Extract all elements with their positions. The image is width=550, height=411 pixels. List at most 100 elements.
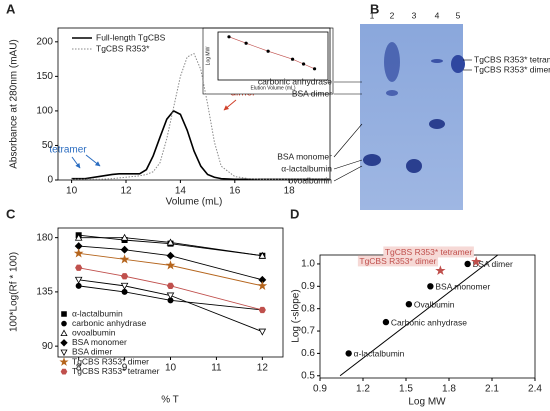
- y-tick-label: 0: [47, 175, 53, 186]
- marker: [120, 233, 129, 241]
- marker: [435, 265, 446, 276]
- x-tick-label: 1.8: [442, 384, 456, 395]
- legend-swatch: [61, 311, 67, 317]
- band: [386, 90, 398, 96]
- marker-label: ovoalbumin: [289, 175, 333, 185]
- legend-swatch: [61, 320, 67, 327]
- point-label: Carbonic anhydrase: [391, 317, 467, 327]
- series-line: [71, 109, 330, 181]
- x-axis-title: Volume (mL): [166, 197, 223, 208]
- legend-label: ovoalbumin: [72, 327, 116, 337]
- point: [312, 67, 317, 71]
- legend-swatch: [60, 339, 68, 347]
- x-axis-title: Elution Volume (mL): [250, 85, 295, 91]
- band-label: TgCBS R353* dimer: [474, 64, 550, 74]
- series-line: [78, 285, 263, 311]
- y-tick-label: 135: [36, 287, 53, 298]
- series-line: [78, 279, 263, 333]
- marker-label: BSA dimer: [292, 88, 332, 98]
- point: [227, 35, 231, 39]
- band: [406, 159, 422, 173]
- panel-letter: A: [6, 1, 16, 16]
- x-tick-label: 14: [175, 186, 187, 197]
- series-line: [78, 267, 263, 311]
- marker: [167, 297, 174, 304]
- legend-swatch: [60, 349, 68, 357]
- marker: [258, 306, 266, 314]
- marker-label: BSA monomer: [277, 151, 332, 161]
- label-box: [357, 255, 439, 267]
- marker: [405, 301, 413, 308]
- point-label: α-lactalbumin: [354, 349, 405, 359]
- legend-label: carbonic anhydrase: [72, 318, 146, 328]
- band: [431, 59, 443, 63]
- x-axis-title: Log MW: [408, 397, 446, 408]
- y-axis-title: Log MW: [205, 46, 211, 65]
- x-tick-label: 2.1: [485, 384, 499, 395]
- band: [384, 42, 400, 82]
- legend-swatch: [60, 368, 68, 375]
- legend-label: BSA monomer: [72, 337, 127, 347]
- band: [363, 154, 381, 166]
- inset-box: [202, 27, 334, 95]
- legend-label: Full-length TgCBS: [96, 32, 166, 42]
- x-tick-label: 1.5: [399, 384, 413, 395]
- marker: [166, 292, 175, 300]
- y-tick-label: 0.8: [301, 303, 315, 314]
- legend-label: TgCBS R353*: [96, 43, 150, 53]
- plot-frame: [217, 31, 329, 81]
- point-label: BSA dimer: [473, 259, 513, 269]
- series-line: [78, 245, 263, 281]
- y-tick-label: 0.9: [301, 281, 315, 292]
- marker: [166, 282, 175, 289]
- fit-line: [339, 254, 499, 377]
- marker: [257, 280, 268, 291]
- y-tick-label: 100: [36, 106, 53, 117]
- point-label: TgCBS R353* tetramer: [385, 247, 473, 257]
- x-tick-label: 9: [122, 363, 128, 374]
- panel-letter: B: [370, 1, 379, 16]
- annotation: tetramer: [49, 145, 87, 156]
- gel: [360, 24, 465, 210]
- gel-image: [360, 24, 463, 210]
- x-tick-label: 18: [284, 186, 296, 197]
- leader: [333, 159, 363, 170]
- series-line: [71, 52, 330, 180]
- band: [451, 55, 465, 73]
- marker: [382, 318, 390, 326]
- point: [244, 41, 248, 45]
- legend-label: TgCBS R353* dimer: [72, 356, 149, 366]
- y-tick-label: 180: [36, 232, 53, 243]
- band-label: TgCBS R353* tetramer: [474, 54, 550, 64]
- marker: [75, 264, 83, 271]
- y-tick-label: 0.6: [301, 348, 315, 359]
- marker-label: carbonic anhydrase: [258, 76, 332, 86]
- marker: [427, 283, 434, 290]
- marker: [258, 251, 267, 259]
- y-tick-label: 50: [42, 140, 54, 151]
- x-tick-label: 0.9: [313, 384, 327, 395]
- marker: [75, 282, 82, 289]
- lane-label: 2: [390, 10, 395, 20]
- y-tick-label: 1.0: [301, 259, 315, 270]
- point-label: TgCBS R353* dimer: [359, 256, 436, 266]
- x-tick-label: 1.2: [356, 384, 370, 395]
- marker: [119, 254, 130, 264]
- arrow: [223, 99, 237, 111]
- leader: [333, 165, 363, 182]
- x-tick-label: 10: [66, 186, 78, 197]
- legend-label: α-lactalbumin: [72, 308, 123, 318]
- x-tick-label: 16: [229, 186, 241, 197]
- legend-swatch: [59, 357, 69, 366]
- marker: [345, 350, 352, 357]
- marker: [74, 233, 83, 241]
- point: [301, 62, 306, 66]
- y-axis-title: 100*Log(Rf * 100): [9, 252, 20, 332]
- x-tick-label: 12: [257, 363, 269, 374]
- x-tick-label: 10: [165, 363, 177, 374]
- marker: [121, 288, 128, 295]
- lane-label: 4: [435, 10, 440, 20]
- arrow: [85, 154, 101, 167]
- y-tick-label: 90: [42, 341, 54, 352]
